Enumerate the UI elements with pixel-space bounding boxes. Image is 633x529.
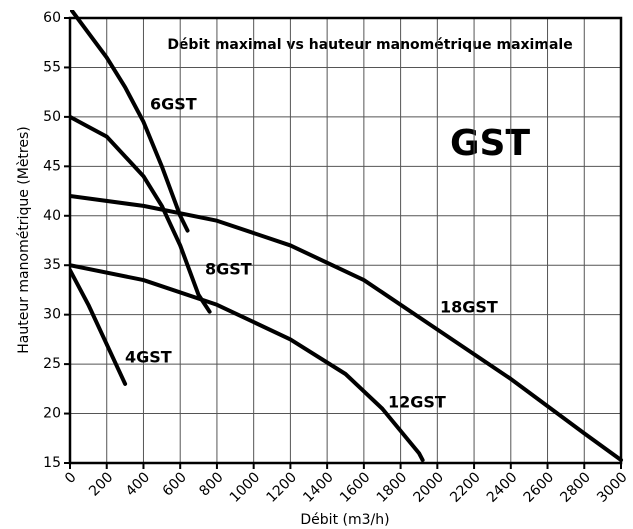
y-tick-label: 30 [43,307,61,323]
x-tick-label: 1800 [374,469,411,506]
series-label: 18GST [440,298,498,317]
x-tick-label: 2600 [521,469,558,506]
series-label: 12GST [388,393,446,412]
x-tick-label: 600 [160,469,190,499]
chart-title: Débit maximal vs hauteur manométrique ma… [167,37,572,53]
line [70,114,212,314]
y-tick-label: 50 [43,109,61,125]
x-tick-label: 200 [86,469,116,499]
y-axis-label: Hauteur manométrique (Mètres) [16,126,32,354]
x-tick-label: 0 [62,469,80,487]
x-tick-label: 2200 [447,469,484,506]
x-tick-label: 1000 [227,469,264,506]
annotation: GST [450,123,530,164]
line [70,10,190,233]
y-tick-label: 55 [43,59,61,75]
y-tick-label: 40 [43,208,61,224]
x-tick-label: 3000 [594,469,631,506]
x-tick-label: 800 [196,469,226,499]
x-tick-label: 1400 [300,469,337,506]
series-label: 6GST [150,95,197,114]
line [70,263,425,463]
plot-frame [68,16,623,465]
x-tick-label: 400 [123,469,153,499]
x-tick-label: 2400 [484,469,521,506]
x-tick-label: 2800 [557,469,594,506]
y-tick-label: 15 [43,455,61,471]
x-axis-label: Débit (m3/h) [300,512,389,528]
series-label: 8GST [205,260,252,279]
line [70,268,128,386]
series-label: 4GST [125,348,172,367]
y-tick-label: 60 [43,10,61,26]
y-tick-label: 20 [43,406,61,422]
y-tick-label: 25 [43,356,61,372]
line [70,194,623,463]
y-tick-label: 35 [43,257,61,273]
y-tick-label: 45 [43,158,61,174]
x-tick-label: 1600 [337,469,374,506]
x-tick-label: 2000 [410,469,447,506]
x-tick-label: 1200 [264,469,301,506]
